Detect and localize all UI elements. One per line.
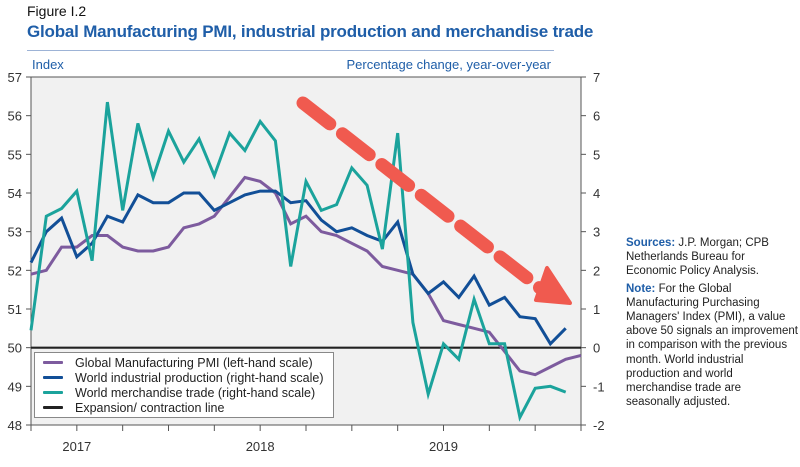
legend-label-expansion-line: Expansion/ contraction line	[75, 400, 225, 415]
right-y-tick-label: 4	[593, 186, 600, 201]
legend-swatch-merchandise-trade	[43, 391, 63, 394]
left-y-tick-label: 52	[8, 263, 22, 278]
x-tick-label: 2018	[246, 439, 275, 454]
figure-label: Figure I.2	[27, 3, 87, 19]
chart-title: Global Manufacturing PMI, industrial pro…	[27, 22, 594, 41]
x-tick-label: 2019	[429, 439, 458, 454]
sources-text: J.P. Morgan; CPB Netherlands Bureau for …	[626, 237, 769, 278]
right-y-tick-label: 6	[593, 109, 600, 124]
methodology-note: Note: For the Global Manufacturing Purch…	[626, 282, 798, 410]
legend-item-pmi: Global Manufacturing PMI (left-hand scal…	[43, 355, 333, 370]
legend-label-industrial-production: World industrial production (right-hand …	[75, 370, 324, 385]
legend-item-merchandise-trade: World merchandise trade (right-hand scal…	[43, 385, 333, 400]
legend-label-pmi: Global Manufacturing PMI (left-hand scal…	[75, 355, 313, 370]
pmi-line	[30, 175, 582, 377]
title-divider	[27, 50, 554, 51]
legend-label-merchandise-trade: World merchandise trade (right-hand scal…	[75, 385, 316, 400]
left-y-tick-label: 48	[8, 418, 22, 433]
legend-swatch-industrial-production	[43, 376, 63, 379]
left-y-tick-label: 54	[8, 186, 22, 201]
sources-label: Sources:	[626, 237, 676, 249]
right-y-tick-label: -2	[593, 418, 605, 433]
right-y-tick-label: -1	[593, 379, 605, 394]
notes-panel: Sources: J.P. Morgan; CPB Netherlands Bu…	[626, 236, 798, 412]
right-y-tick-label: 2	[593, 263, 600, 278]
right-y-tick-label: 5	[593, 147, 600, 162]
x-tick-label: 2017	[62, 439, 91, 454]
merchandise-trade-line	[29, 101, 567, 422]
left-y-tick-label: 50	[8, 341, 22, 356]
industrial-production-line	[29, 189, 567, 347]
left-y-tick-label: 55	[8, 147, 22, 162]
legend-item-industrial-production: World industrial production (right-hand …	[43, 370, 333, 385]
left-y-tick-label: 49	[8, 379, 22, 394]
left-y-tick-label: 56	[8, 109, 22, 124]
left-y-tick-label: 53	[8, 225, 22, 240]
right-y-tick-label: 1	[593, 302, 600, 317]
legend-swatch-expansion-line	[43, 406, 63, 409]
left-axis-label: Index	[32, 57, 64, 72]
legend-item-expansion-line: Expansion/ contraction line	[43, 400, 333, 415]
right-y-tick-label: 7	[593, 70, 600, 85]
right-y-tick-label: 0	[593, 341, 600, 356]
legend: Global Manufacturing PMI (left-hand scal…	[34, 352, 334, 418]
sources-note: Sources: J.P. Morgan; CPB Netherlands Bu…	[626, 236, 798, 279]
right-axis-label: Percentage change, year-over-year	[346, 57, 551, 72]
trend-arrow-shaft	[296, 96, 547, 295]
note-label: Note:	[626, 282, 656, 295]
right-y-tick-label: 3	[593, 225, 600, 240]
note-text: For the Global Manufacturing Purchasing …	[626, 282, 798, 409]
left-y-tick-label: 57	[8, 70, 22, 85]
legend-swatch-pmi	[43, 361, 63, 364]
trend-arrow	[296, 96, 572, 305]
trend-arrow-head	[534, 266, 572, 305]
left-y-tick-label: 51	[8, 302, 22, 317]
